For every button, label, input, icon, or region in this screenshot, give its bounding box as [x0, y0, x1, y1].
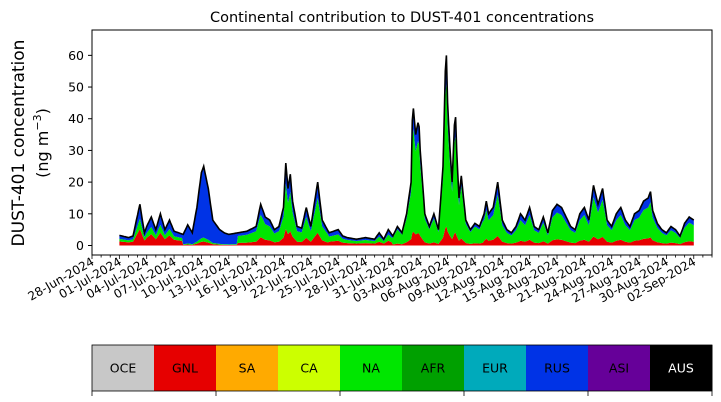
y-tick-label: 30: [68, 143, 84, 158]
legend-swatch-aus: [650, 345, 713, 391]
legend-swatch-na: [340, 345, 403, 391]
y-tick-label: 40: [68, 111, 84, 126]
legend-swatch-eur: [464, 345, 527, 391]
y-tick-label: 0: [76, 238, 84, 253]
legend-frame: [91, 344, 713, 392]
y-tick-label: 50: [68, 80, 84, 95]
y-tick-label: 60: [68, 48, 84, 63]
chart-title: Continental contribution to DUST-401 con…: [210, 10, 594, 26]
legend-swatch-afr: [402, 345, 465, 391]
legend-label-sa: SA: [239, 361, 256, 376]
legend-label-gnl: GNL: [172, 361, 198, 376]
legend-label-eur: EUR: [482, 361, 508, 376]
legend-label-na: NA: [362, 361, 380, 376]
area-na: [119, 83, 694, 245]
y-axis-label-line1: DUST-401 concentration: [9, 40, 29, 247]
y-axis-unit-sup: −3: [31, 114, 44, 130]
legend-label-aus: AUS: [668, 361, 694, 376]
legend-swatch-rus: [526, 345, 589, 391]
legend-label-ca: CA: [300, 361, 318, 376]
total-concentration-line: [119, 55, 695, 241]
x-axis-ticks: 28-Jun-202401-Jul-202404-Jul-202407-Jul-…: [26, 254, 713, 305]
y-tick-label: 10: [68, 206, 84, 221]
stacked-areas: [119, 55, 694, 246]
y-axis-unit-label: (ng m−3): [31, 108, 52, 178]
area-gnl: [119, 226, 694, 246]
y-axis-label: DUST-401 concentration: [9, 40, 29, 247]
legend-label-oce: OCE: [110, 361, 137, 376]
y-tick-label: 20: [68, 175, 84, 190]
legend-label-asi: ASI: [609, 361, 629, 376]
legend-swatch-oce: [92, 345, 155, 391]
y-axis-unit-suffix: ): [33, 108, 52, 114]
y-axis-unit-prefix: (ng m: [33, 131, 52, 178]
region-legend: OCE GNL SA CA NA AFR EUR RUS ASI AUS: [91, 344, 713, 396]
legend-label-afr: AFR: [421, 361, 446, 376]
legend-swatch-sa: [216, 345, 279, 391]
legend-label-rus: RUS: [544, 361, 570, 376]
y-axis-ticks: 0 10 20 30 40 50 60: [68, 48, 92, 253]
legend-swatch-asi: [588, 345, 651, 391]
legend-swatch-gnl: [154, 345, 217, 391]
legend-swatch-ca: [278, 345, 341, 391]
